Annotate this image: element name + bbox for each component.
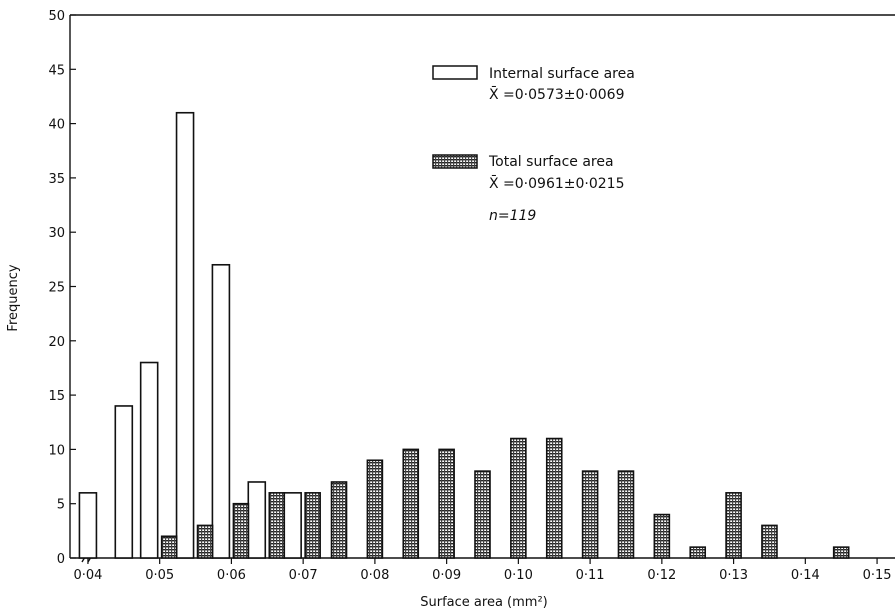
- y-tick-label: 10: [48, 443, 65, 458]
- bar-total-surface-area: [689, 546, 707, 559]
- x-tick-label: 0·11: [576, 568, 605, 583]
- y-tick-label: 35: [48, 172, 65, 187]
- bar-total-surface-area: [653, 513, 671, 559]
- legend-swatch-internal: [432, 65, 478, 80]
- x-tick-label: 0·08: [360, 568, 389, 583]
- bar-total-surface-area: [510, 437, 527, 559]
- bar-internal-surface-area: [211, 263, 231, 559]
- y-tick-label: 0: [57, 552, 65, 567]
- x-tick-label: 0·10: [504, 568, 533, 583]
- legend-label-internal: Internal surface area: [489, 66, 635, 82]
- bar-internal-surface-area: [247, 481, 267, 559]
- y-tick-label: 5: [57, 498, 65, 513]
- y-tick-label: 45: [48, 63, 65, 78]
- legend: Internal surface area X̄ =0·0573±0·0069 …: [432, 65, 635, 224]
- legend-label-total: Total surface area: [488, 154, 614, 170]
- sample-size-annotation: n=119: [489, 208, 536, 224]
- x-tick-label: 0·09: [432, 568, 461, 583]
- bar-total-surface-area: [832, 546, 850, 559]
- bar-internal-surface-area: [114, 405, 134, 559]
- bar-total-surface-area: [402, 448, 420, 559]
- bar-total-surface-area: [160, 535, 178, 559]
- bars: [78, 111, 850, 559]
- legend-stat-internal: X̄ =0·0573±0·0069: [489, 85, 624, 103]
- bar-internal-surface-area: [78, 492, 98, 559]
- x-tick-label: 0·05: [145, 568, 174, 583]
- bar-total-surface-area: [304, 492, 321, 559]
- bar-total-surface-area: [545, 437, 563, 559]
- y-axis-label: Frequency: [6, 264, 21, 331]
- y-tick-label: 15: [48, 389, 65, 404]
- x-tick-label: 0·12: [647, 568, 676, 583]
- y-tick-label: 40: [48, 118, 65, 133]
- bar-internal-surface-area: [175, 111, 195, 559]
- legend-stat-total: X̄ =0·0961±0·0215: [489, 174, 624, 192]
- bar-total-surface-area: [196, 524, 214, 559]
- x-tick-label: 0·13: [719, 568, 748, 583]
- bar-total-surface-area: [438, 448, 455, 559]
- bar-total-surface-area: [617, 470, 635, 559]
- x-axis-label: Surface area (mm²): [420, 595, 547, 610]
- y-tick-label: 25: [48, 281, 65, 296]
- y-tick-label: 20: [48, 335, 65, 350]
- y-tick-label: 50: [48, 9, 65, 24]
- ticks: 0 5 10 15 20 25 30 35 40 45 50 0·04 0·05 0·06 0·07 0·08…: [48, 9, 891, 583]
- bar-internal-surface-area: [139, 361, 159, 559]
- bar-total-surface-area: [761, 524, 778, 559]
- x-tick-label: 0·04: [73, 568, 102, 583]
- y-tick-label: 30: [48, 226, 65, 241]
- bar-total-surface-area: [366, 459, 384, 559]
- bar-total-surface-area: [474, 470, 491, 559]
- x-tick-label: 0·07: [289, 568, 318, 583]
- bar-total-surface-area: [232, 502, 250, 559]
- bar-total-surface-area: [268, 492, 286, 559]
- bar-internal-surface-area: [283, 492, 302, 559]
- bar-total-surface-area: [581, 470, 599, 559]
- x-tick-label: 0·15: [863, 568, 892, 583]
- bar-total-surface-area: [725, 492, 742, 559]
- x-tick-label: 0·06: [217, 568, 246, 583]
- x-tick-label: 0·14: [791, 568, 820, 583]
- bar-total-surface-area: [330, 481, 348, 559]
- legend-swatch-total: [432, 154, 478, 169]
